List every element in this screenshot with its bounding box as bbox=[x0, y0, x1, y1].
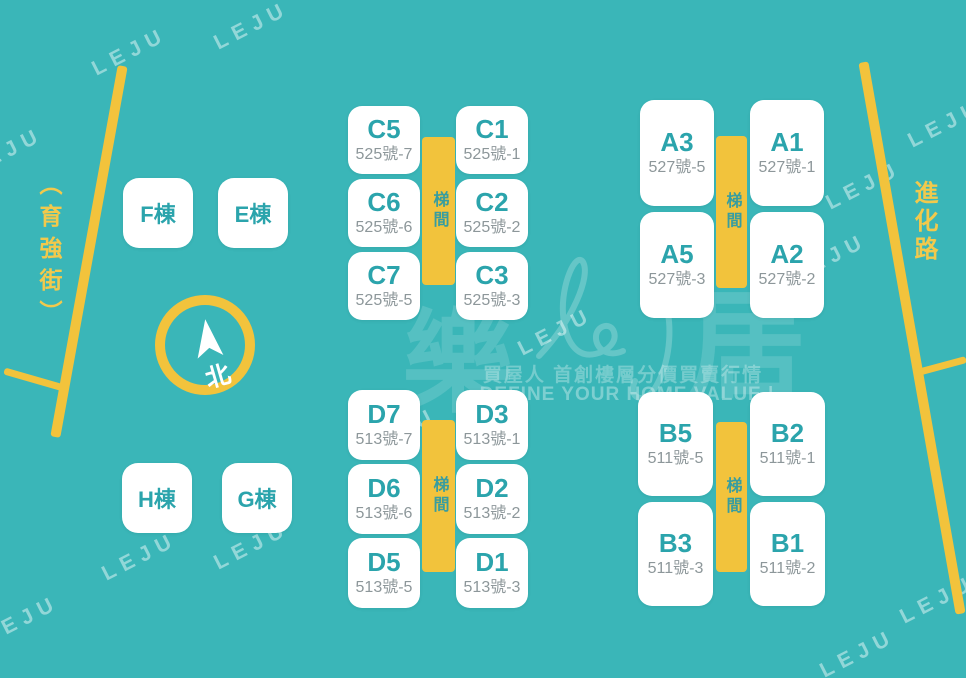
unit-A2[interactable]: A2 527號-2 bbox=[750, 212, 824, 318]
unit-address: 513號-7 bbox=[355, 431, 413, 449]
unit-C6[interactable]: C6 525號-6 bbox=[348, 179, 420, 247]
tower-G[interactable]: G棟 bbox=[222, 463, 292, 533]
unit-D6[interactable]: D6 513號-6 bbox=[348, 464, 420, 534]
unit-D7[interactable]: D7 513號-7 bbox=[348, 390, 420, 460]
unit-label: D2 bbox=[475, 473, 509, 504]
unit-label: C1 bbox=[475, 114, 509, 145]
stairwell-A: 梯間 bbox=[716, 136, 747, 288]
unit-C2[interactable]: C2 525號-2 bbox=[456, 179, 528, 247]
unit-address: 525號-5 bbox=[355, 292, 413, 310]
unit-D2[interactable]: D2 513號-2 bbox=[456, 464, 528, 534]
unit-address: 513號-5 bbox=[355, 579, 413, 597]
tower-label: E棟 bbox=[234, 202, 272, 227]
unit-address: 513號-6 bbox=[355, 505, 413, 523]
unit-A3[interactable]: A3 527號-5 bbox=[640, 100, 714, 206]
stairwell-label: 梯間 bbox=[430, 476, 448, 516]
unit-label: A1 bbox=[770, 127, 804, 158]
road-right bbox=[858, 61, 966, 615]
road-left bbox=[50, 65, 128, 438]
unit-label: C7 bbox=[367, 260, 401, 291]
unit-label: A5 bbox=[660, 239, 694, 270]
leju-watermark: LEJU bbox=[98, 527, 182, 586]
tower-E[interactable]: E棟 bbox=[218, 178, 288, 248]
unit-address: 511號-1 bbox=[759, 450, 816, 468]
stairwell-C: 梯間 bbox=[422, 137, 455, 285]
unit-C3[interactable]: C3 525號-3 bbox=[456, 252, 528, 320]
unit-address: 513號-2 bbox=[463, 505, 521, 523]
north-arrow-icon bbox=[197, 319, 224, 359]
leju-watermark: LEJU bbox=[904, 94, 966, 153]
north-label: 北 bbox=[202, 360, 234, 394]
leju-watermark: LEJU bbox=[0, 122, 48, 181]
stairwell-B: 梯間 bbox=[716, 422, 747, 572]
unit-address: 525號-7 bbox=[355, 146, 413, 164]
unit-address: 527號-3 bbox=[648, 271, 706, 289]
road-left-branch bbox=[3, 367, 65, 392]
tower-H[interactable]: H棟 bbox=[122, 463, 192, 533]
unit-address: 511號-5 bbox=[647, 450, 704, 468]
unit-C1[interactable]: C1 525號-1 bbox=[456, 106, 528, 174]
leju-watermark: LEJU bbox=[210, 0, 294, 55]
unit-label: B5 bbox=[658, 418, 693, 449]
unit-B2[interactable]: B2 511號-1 bbox=[750, 392, 825, 496]
unit-address: 527號-2 bbox=[758, 271, 816, 289]
unit-address: 525號-3 bbox=[463, 292, 521, 310]
unit-label: C6 bbox=[367, 187, 401, 218]
unit-address: 513號-3 bbox=[463, 579, 521, 597]
unit-address: 527號-1 bbox=[758, 159, 816, 177]
unit-label: D7 bbox=[367, 399, 401, 430]
tower-label: H棟 bbox=[138, 487, 176, 512]
unit-address: 527號-5 bbox=[648, 159, 706, 177]
unit-D1[interactable]: D1 513號-3 bbox=[456, 538, 528, 608]
tower-label: F棟 bbox=[140, 202, 176, 227]
unit-label: B3 bbox=[658, 528, 693, 559]
stairwell-D: 梯間 bbox=[422, 420, 455, 572]
unit-A5[interactable]: A5 527號-3 bbox=[640, 212, 714, 318]
unit-B1[interactable]: B1 511號-2 bbox=[750, 502, 825, 606]
watermark-slogan-zh: 買屋人 首創樓層分價買賣行情 bbox=[482, 365, 764, 386]
unit-C7[interactable]: C7 525號-5 bbox=[348, 252, 420, 320]
unit-address: 525號-2 bbox=[463, 219, 521, 237]
unit-label: C3 bbox=[475, 260, 509, 291]
tower-label: G棟 bbox=[237, 487, 277, 512]
unit-label: D6 bbox=[367, 473, 401, 504]
unit-address: 511號-3 bbox=[647, 560, 704, 578]
street-label-right: 進化路 bbox=[910, 180, 937, 264]
unit-label: C2 bbox=[475, 187, 509, 218]
leju-watermark: LEJU bbox=[88, 22, 172, 81]
stairwell-label: 梯間 bbox=[723, 477, 741, 517]
unit-address: 525號-1 bbox=[463, 146, 521, 164]
leju-watermark: LEJU bbox=[816, 624, 900, 678]
unit-label: B2 bbox=[770, 418, 805, 449]
unit-B3[interactable]: B3 511號-3 bbox=[638, 502, 713, 606]
unit-label: A2 bbox=[770, 239, 804, 270]
unit-label: B1 bbox=[770, 528, 805, 559]
unit-C5[interactable]: C5 525號-7 bbox=[348, 106, 420, 174]
unit-label: D5 bbox=[367, 547, 401, 578]
unit-A1[interactable]: A1 527號-1 bbox=[750, 100, 824, 206]
unit-label: D1 bbox=[475, 547, 509, 578]
stairwell-label: 梯間 bbox=[723, 192, 741, 232]
leju-watermark: LEJU bbox=[0, 590, 64, 649]
unit-D5[interactable]: D5 513號-5 bbox=[348, 538, 420, 608]
street-label-left: （育強街） bbox=[36, 172, 62, 332]
unit-label: D3 bbox=[475, 399, 509, 430]
unit-label: C5 bbox=[367, 114, 401, 145]
unit-B5[interactable]: B5 511號-5 bbox=[638, 392, 713, 496]
unit-address: 525號-6 bbox=[355, 219, 413, 237]
tower-F[interactable]: F棟 bbox=[123, 178, 193, 248]
unit-address: 513號-1 bbox=[463, 431, 521, 449]
north-indicator: 北 bbox=[155, 295, 255, 395]
stairwell-label: 梯間 bbox=[430, 191, 448, 231]
unit-address: 511號-2 bbox=[759, 560, 816, 578]
unit-label: A3 bbox=[660, 127, 694, 158]
unit-D3[interactable]: D3 513號-1 bbox=[456, 390, 528, 460]
